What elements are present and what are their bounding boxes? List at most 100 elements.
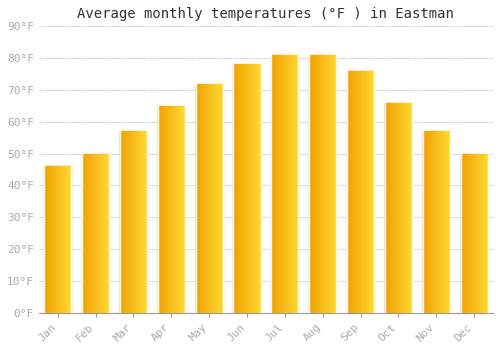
Bar xyxy=(158,106,159,313)
Bar xyxy=(145,131,146,313)
Bar xyxy=(291,55,292,313)
Bar xyxy=(353,71,354,313)
Bar xyxy=(482,154,483,313)
Bar xyxy=(49,166,50,313)
Bar xyxy=(370,71,371,313)
Bar xyxy=(44,166,45,313)
Bar xyxy=(463,154,464,313)
Bar xyxy=(315,55,316,313)
Bar xyxy=(212,84,213,313)
Bar xyxy=(461,154,462,313)
Bar xyxy=(390,103,391,313)
Bar xyxy=(327,55,328,313)
Bar xyxy=(288,55,289,313)
Bar xyxy=(399,103,400,313)
Bar xyxy=(274,55,276,313)
Bar xyxy=(358,71,359,313)
Bar xyxy=(257,64,258,313)
Bar xyxy=(441,131,442,313)
Bar xyxy=(52,166,53,313)
Bar xyxy=(210,84,211,313)
Bar xyxy=(392,103,393,313)
Bar xyxy=(460,154,461,313)
Bar xyxy=(426,131,428,313)
Bar xyxy=(475,154,476,313)
Bar xyxy=(280,55,281,313)
Bar xyxy=(216,84,218,313)
Bar xyxy=(220,84,222,313)
Bar xyxy=(107,154,108,313)
Bar xyxy=(126,131,128,313)
Bar xyxy=(241,64,242,313)
Bar xyxy=(208,84,209,313)
Bar xyxy=(396,103,397,313)
Bar xyxy=(159,106,160,313)
Bar xyxy=(234,64,236,313)
Bar xyxy=(99,154,100,313)
Bar xyxy=(45,166,46,313)
Bar xyxy=(89,154,90,313)
Bar xyxy=(294,55,295,313)
Bar xyxy=(133,131,134,313)
Bar xyxy=(446,131,447,313)
Bar xyxy=(481,154,482,313)
Bar xyxy=(400,103,401,313)
Bar xyxy=(402,103,403,313)
Bar xyxy=(250,64,251,313)
Bar xyxy=(251,64,252,313)
Bar xyxy=(296,55,297,313)
Bar xyxy=(88,154,89,313)
Bar xyxy=(361,71,362,313)
Bar xyxy=(464,154,466,313)
Bar xyxy=(276,55,278,313)
Bar xyxy=(347,71,348,313)
Bar xyxy=(100,154,101,313)
Bar xyxy=(443,131,444,313)
Bar xyxy=(360,71,361,313)
Bar xyxy=(237,64,238,313)
Bar xyxy=(352,71,353,313)
Bar xyxy=(429,131,430,313)
Bar xyxy=(472,154,473,313)
Bar xyxy=(403,103,404,313)
Bar xyxy=(371,71,372,313)
Bar xyxy=(366,71,368,313)
Bar xyxy=(137,131,138,313)
Bar xyxy=(255,64,256,313)
Bar xyxy=(290,55,291,313)
Bar xyxy=(142,131,143,313)
Bar xyxy=(132,131,133,313)
Bar xyxy=(167,106,168,313)
Bar xyxy=(95,154,96,313)
Bar xyxy=(449,131,450,313)
Bar xyxy=(388,103,389,313)
Bar xyxy=(176,106,178,313)
Bar xyxy=(422,131,424,313)
Bar xyxy=(438,131,439,313)
Bar xyxy=(364,71,366,313)
Bar xyxy=(181,106,182,313)
Bar xyxy=(354,71,355,313)
Bar xyxy=(172,106,174,313)
Bar xyxy=(348,71,349,313)
Bar xyxy=(331,55,332,313)
Bar xyxy=(59,166,60,313)
Bar xyxy=(312,55,313,313)
Bar xyxy=(70,166,72,313)
Bar xyxy=(106,154,107,313)
Bar xyxy=(487,154,488,313)
Bar xyxy=(310,55,311,313)
Bar xyxy=(404,103,405,313)
Bar xyxy=(477,154,478,313)
Bar xyxy=(445,131,446,313)
Bar xyxy=(65,166,66,313)
Bar xyxy=(162,106,163,313)
Bar xyxy=(320,55,322,313)
Bar xyxy=(200,84,201,313)
Bar xyxy=(180,106,181,313)
Bar xyxy=(316,55,318,313)
Bar xyxy=(283,55,284,313)
Bar xyxy=(311,55,312,313)
Bar xyxy=(122,131,123,313)
Bar xyxy=(68,166,70,313)
